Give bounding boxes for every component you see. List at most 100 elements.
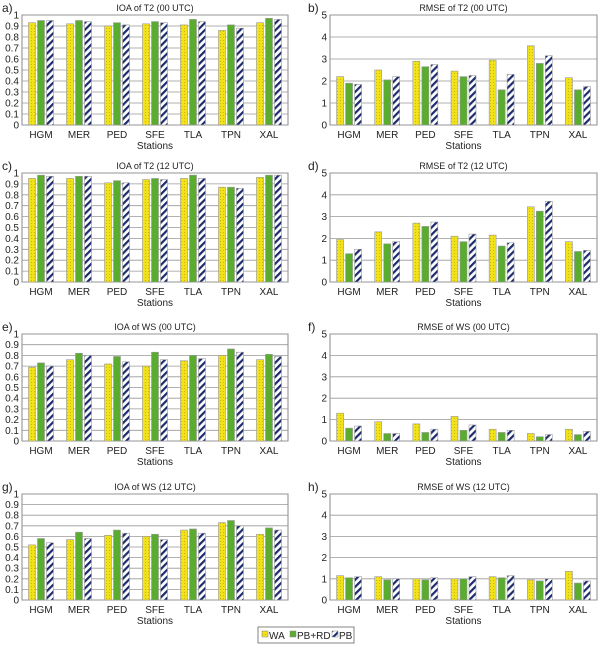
bar-pbrd-ped bbox=[421, 432, 430, 442]
legend-swatch-wa bbox=[261, 630, 269, 638]
panel-label: b) bbox=[308, 1, 319, 15]
bar-pb-ped bbox=[122, 182, 130, 283]
y-tick-label: 0.3 bbox=[5, 88, 19, 99]
x-tick-label: SFE bbox=[145, 287, 165, 298]
x-tick-label: PED bbox=[415, 130, 436, 141]
bar-pbrd-mer bbox=[383, 433, 392, 442]
x-tick-label: XAL bbox=[260, 287, 279, 298]
x-axis-label: Stations bbox=[137, 616, 173, 627]
x-tick-label: HGM bbox=[29, 287, 52, 298]
bar-pbrd-hgm bbox=[345, 82, 353, 126]
bar-pbrd-tpn bbox=[227, 348, 235, 442]
x-tick-label: TLA bbox=[184, 287, 203, 298]
bar-pb-ped bbox=[430, 221, 439, 283]
y-tick-label: 1 bbox=[321, 574, 327, 585]
bar-pbrd-sfe bbox=[151, 21, 159, 126]
bar-wa-xal bbox=[256, 533, 264, 601]
y-tick-label: 4 bbox=[321, 351, 327, 362]
chart-panel: g) IOA of WS (12 UTC)00.10.20.30.40.50.60… bbox=[2, 480, 289, 627]
bar-pb-ped bbox=[430, 577, 439, 601]
bar-pbrd-xal bbox=[574, 251, 582, 283]
bar-pbrd-tpn bbox=[227, 24, 235, 126]
bar-pbrd-tpn bbox=[535, 63, 544, 126]
y-tick-label: 0.5 bbox=[5, 543, 19, 554]
x-tick-label: SFE bbox=[145, 446, 165, 457]
bar-wa-tla bbox=[180, 178, 188, 283]
x-tick-label: SFE bbox=[145, 605, 165, 616]
bar-wa-sfe bbox=[142, 23, 150, 126]
y-tick-label: 2 bbox=[321, 553, 327, 564]
x-axis-label: Stations bbox=[445, 616, 481, 627]
x-tick-label: TLA bbox=[492, 446, 511, 457]
bar-wa-ped bbox=[104, 182, 112, 283]
x-tick-label: XAL bbox=[568, 287, 587, 298]
bar-pb-sfe bbox=[468, 576, 477, 601]
bar-pbrd-xal bbox=[574, 434, 582, 442]
bar-pbrd-mer bbox=[75, 20, 83, 126]
panel-label: d) bbox=[308, 159, 319, 173]
panel-label: e) bbox=[2, 320, 13, 334]
y-tick-label: 0.4 bbox=[5, 394, 19, 405]
bar-pbrd-mer bbox=[75, 352, 83, 442]
x-tick-label: TPN bbox=[221, 287, 241, 298]
x-tick-label: MER bbox=[68, 446, 90, 457]
bar-pbrd-xal bbox=[574, 89, 582, 126]
x-axis-label: Stations bbox=[137, 457, 173, 468]
y-tick-label: 0.3 bbox=[5, 245, 19, 256]
bar-pbrd-hgm bbox=[37, 538, 45, 601]
x-tick-label: TLA bbox=[492, 605, 511, 616]
x-tick-label: SFE bbox=[454, 287, 474, 298]
y-tick-label: 0.3 bbox=[5, 404, 19, 415]
bar-pb-hgm bbox=[46, 175, 54, 283]
chart-panel: a) IOA of T2 (00 UTC)00.10.20.30.40.50.60… bbox=[2, 1, 289, 152]
bar-wa-tpn bbox=[218, 186, 226, 283]
bar-pb-sfe bbox=[160, 22, 168, 126]
x-tick-label: MER bbox=[68, 130, 90, 141]
plot-area bbox=[329, 333, 598, 442]
x-tick-label: TLA bbox=[184, 446, 203, 457]
x-tick-label: TPN bbox=[530, 130, 550, 141]
bar-pbrd-tpn bbox=[535, 210, 544, 283]
y-tick-label: 0.9 bbox=[5, 179, 19, 190]
bar-wa-ped bbox=[412, 222, 421, 283]
bar-pb-tpn bbox=[236, 27, 244, 126]
y-tick-label: 1 bbox=[321, 99, 327, 110]
bar-pb-tla bbox=[506, 74, 515, 126]
bar-wa-mer bbox=[374, 576, 383, 601]
legend-label-wa: WA bbox=[269, 631, 285, 642]
bar-pbrd-hgm bbox=[345, 253, 353, 283]
bar-pbrd-mer bbox=[75, 175, 83, 283]
bar-pbrd-tla bbox=[189, 355, 197, 442]
y-tick-label: 0.5 bbox=[5, 223, 19, 234]
bar-pb-tpn bbox=[236, 187, 244, 283]
y-tick-label: 0 bbox=[321, 596, 327, 607]
bar-wa-mer bbox=[66, 539, 74, 601]
x-tick-label: XAL bbox=[568, 446, 587, 457]
bar-pbrd-sfe bbox=[459, 76, 468, 126]
x-tick-label: PED bbox=[107, 605, 128, 616]
x-tick-label: XAL bbox=[260, 446, 279, 457]
bar-wa-tla bbox=[180, 24, 188, 126]
x-tick-label: XAL bbox=[260, 130, 279, 141]
x-tick-label: MER bbox=[376, 605, 398, 616]
legend-label-pb: PB bbox=[339, 631, 353, 642]
bar-pb-xal bbox=[583, 580, 591, 601]
bar-pb-xal bbox=[583, 250, 591, 283]
y-tick-label: 4 bbox=[321, 33, 327, 44]
bar-pb-tpn bbox=[236, 525, 244, 601]
bar-wa-xal bbox=[565, 571, 573, 601]
y-tick-label: 5 bbox=[321, 169, 327, 180]
y-tick-label: 5 bbox=[321, 11, 327, 22]
panel-label: c) bbox=[2, 159, 12, 173]
y-tick-label: 3 bbox=[321, 532, 327, 543]
bar-pbrd-xal bbox=[265, 17, 273, 126]
y-tick-label: 3 bbox=[321, 212, 327, 223]
bar-pb-ped bbox=[122, 24, 130, 126]
x-tick-label: PED bbox=[107, 130, 128, 141]
bar-pb-xal bbox=[274, 529, 282, 601]
y-tick-label: 2 bbox=[321, 394, 327, 405]
x-tick-label: TPN bbox=[530, 287, 550, 298]
chart-title: IOA of T2 (00 UTC) bbox=[116, 3, 193, 13]
legend-swatch-pb bbox=[331, 630, 339, 638]
bar-pbrd-tpn bbox=[227, 520, 235, 601]
